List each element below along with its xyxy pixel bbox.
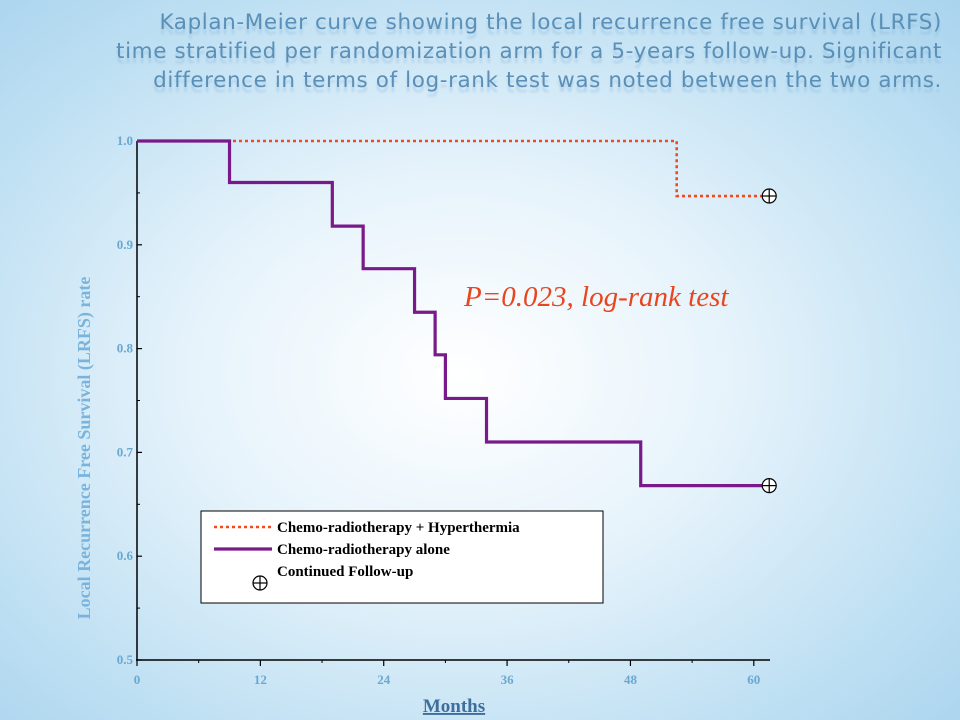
y-tick-label-0.5: 0.5 [117, 652, 134, 667]
y-tick-label-0.6: 0.6 [117, 548, 134, 563]
series-line-chemo-radiotherapy-hyperthermia [137, 139, 770, 198]
legend-label-2: Chemo-radiotherapy alone [277, 542, 450, 558]
legend-label-1: Chemo-radiotherapy + Hyperthermia [277, 520, 520, 536]
x-tick-label-36: 36 [501, 672, 515, 687]
x-tick-label-48: 48 [624, 672, 638, 687]
censor-mark-chemo-radiotherapy-hyperthermia [761, 188, 777, 204]
x-tick-label-12: 12 [254, 672, 267, 687]
legend-label-3: Continued Follow-up [277, 564, 413, 580]
x-tick-label-0: 0 [134, 672, 141, 687]
x-tick-label-60: 60 [747, 672, 760, 687]
series-line-chemo-radiotherapy-alone [137, 139, 770, 488]
y-tick-label-0.9: 0.9 [117, 237, 134, 252]
y-tick-label-0.8: 0.8 [117, 341, 134, 356]
title-line-3: difference in terms of log-rank test was… [153, 68, 942, 93]
y-axis-title: Local Recurrence Free Survival (LRFS) ra… [74, 277, 95, 620]
legend-swatch-censor [252, 575, 268, 591]
axes: 0.5 0.6 0.7 0.8 0.9 1.0 0 12 24 36 48 60 [117, 133, 770, 687]
logrank-annotation: P=0.023, log-rank test [463, 281, 729, 313]
title-line-2: time stratified per randomization arm fo… [116, 39, 942, 64]
slide-title: Kaplan-Meier curve showing the local rec… [20, 8, 942, 95]
legend: Chemo-radiotherapy + Hyperthermia Chemo-r… [200, 510, 604, 604]
y-tick-label-0.7: 0.7 [117, 444, 134, 459]
survival-curves [137, 139, 770, 488]
x-axis-title: Months [423, 696, 485, 717]
censor-marks [761, 188, 777, 494]
censor-mark-chemo-radiotherapy-alone [761, 478, 777, 494]
y-tick-label-1.0: 1.0 [117, 133, 133, 148]
x-tick-label-24: 24 [377, 672, 391, 687]
title-line-1: Kaplan-Meier curve showing the local rec… [159, 10, 942, 35]
